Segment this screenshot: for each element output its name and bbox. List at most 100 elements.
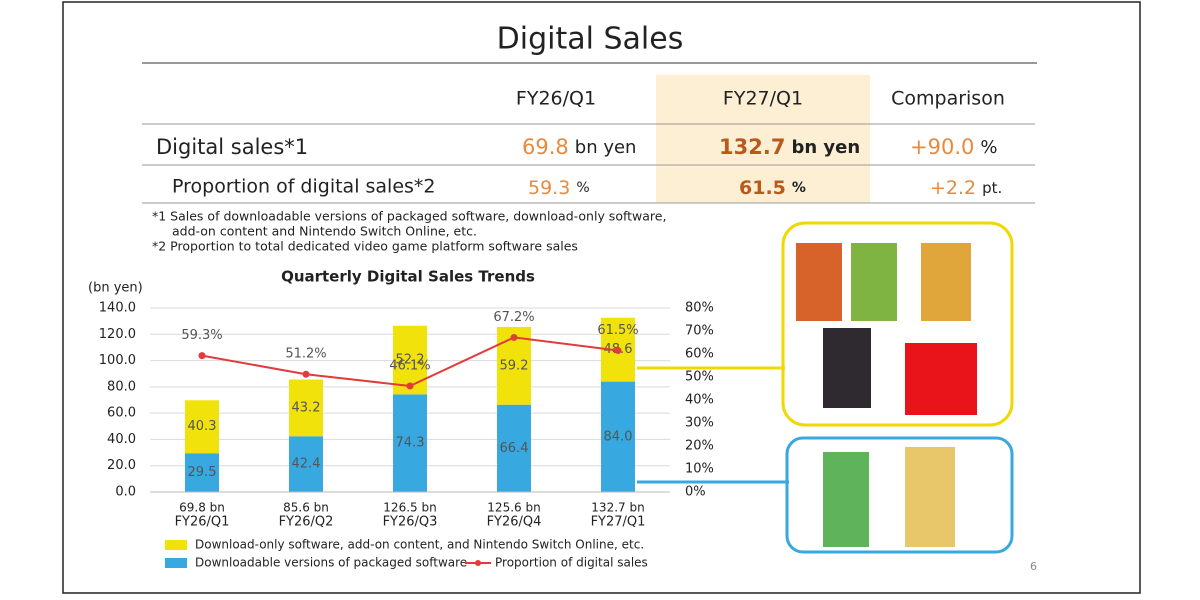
data-label: 40.3 xyxy=(188,419,217,434)
total-label: 126.5 bn xyxy=(383,501,436,515)
line-label: 46.1% xyxy=(389,358,430,373)
legend-label: Download-only software, add-on content, … xyxy=(195,538,644,552)
bar-segment xyxy=(185,400,219,454)
chart-title: Quarterly Digital Sales Trends xyxy=(281,268,535,286)
line-point xyxy=(302,370,310,378)
x-tick-label: FY26/Q4 xyxy=(487,515,542,530)
bar-segment xyxy=(601,381,635,492)
cell-unit: % xyxy=(980,137,997,158)
note: *1 Sales of downloadable versions of pac… xyxy=(152,209,666,224)
cell-value: 59.3 xyxy=(528,177,570,199)
line-label: 61.5% xyxy=(597,323,638,338)
cell-unit: bn yen xyxy=(791,137,860,158)
y-tick-label: 140.0 xyxy=(99,301,136,316)
y2-tick-label: 0% xyxy=(685,485,706,500)
legend-dot xyxy=(475,560,481,566)
cell: 132.7 bn yen xyxy=(719,135,860,159)
line-point xyxy=(510,333,518,341)
cell: 59.3% xyxy=(528,177,590,199)
cell-unit: % xyxy=(576,180,589,196)
line-label: 67.2% xyxy=(493,310,534,325)
cell-unit: % xyxy=(792,180,806,196)
data-label: 29.5 xyxy=(188,465,217,480)
legend-label: Proportion of digital sales xyxy=(495,556,648,570)
y-tick-label: 120.0 xyxy=(99,327,136,342)
page-number: 6 xyxy=(1030,560,1037,573)
cell-unit: pt. xyxy=(982,179,1002,197)
game-box xyxy=(905,447,955,547)
y-tick-label: 80.0 xyxy=(107,379,136,394)
line-label: 51.2% xyxy=(285,347,326,362)
column-header: FY27/Q1 xyxy=(723,88,803,110)
y2-tick-label: 40% xyxy=(685,393,714,408)
bar-segment xyxy=(289,379,323,437)
y-axis-label: (bn yen) xyxy=(88,281,143,296)
y2-tick-label: 20% xyxy=(685,439,714,454)
y-tick-label: 0.0 xyxy=(115,485,136,500)
y2-tick-label: 30% xyxy=(685,416,714,431)
x-tick-label: FY26/Q3 xyxy=(383,515,438,530)
bar-segment xyxy=(393,394,427,492)
row-label: Proportion of digital sales*2 xyxy=(172,176,436,198)
note: *2 Proportion to total dedicated video g… xyxy=(152,239,578,254)
cell-value: +90.0 xyxy=(910,135,974,159)
legend-label: Downloadable versions of packaged softwa… xyxy=(195,556,467,570)
bar-segment xyxy=(289,436,323,492)
line-label: 59.3% xyxy=(181,328,222,343)
y-tick-label: 100.0 xyxy=(99,353,136,368)
total-label: 69.8 bn xyxy=(179,501,225,515)
image-panel xyxy=(781,221,1014,427)
total-label: 132.7 bn xyxy=(591,501,644,515)
game-box xyxy=(851,243,897,321)
cell-value: 61.5 xyxy=(739,177,786,199)
cell: +2.2 pt. xyxy=(930,177,1002,199)
data-label: 84.0 xyxy=(604,429,633,444)
data-label: 43.2 xyxy=(292,400,321,415)
online-card xyxy=(905,343,977,415)
data-label: 59.2 xyxy=(500,358,529,373)
highlight-column xyxy=(656,75,870,203)
data-label: 52.2 xyxy=(396,353,425,368)
game-box xyxy=(823,452,869,547)
legend-swatch xyxy=(165,558,187,568)
line-point xyxy=(406,382,414,390)
title: Digital Sales xyxy=(497,22,684,57)
cell: 61.5% xyxy=(739,177,806,199)
cell-value: 69.8 xyxy=(522,135,569,159)
cell-value: 132.7 xyxy=(719,135,785,159)
y2-tick-label: 10% xyxy=(685,462,714,477)
data-label: 74.3 xyxy=(396,436,425,451)
note: add-on content and Nintendo Switch Onlin… xyxy=(172,224,477,239)
y2-tick-label: 50% xyxy=(685,370,714,385)
image-panel xyxy=(785,436,1014,554)
y-tick-label: 40.0 xyxy=(107,432,136,447)
y2-tick-label: 70% xyxy=(685,324,714,339)
y-tick-label: 20.0 xyxy=(107,458,136,473)
y-tick-label: 60.0 xyxy=(107,406,136,421)
total-label: 125.6 bn xyxy=(487,501,540,515)
cell-value: +2.2 xyxy=(930,177,976,199)
x-tick-label: FY26/Q2 xyxy=(279,515,334,530)
legend-swatch xyxy=(165,540,187,550)
data-label: 42.4 xyxy=(292,457,321,472)
x-tick-label: FY27/Q1 xyxy=(591,515,646,530)
y2-tick-label: 60% xyxy=(685,347,714,362)
cell: +90.0% xyxy=(910,135,997,159)
cell: 69.8 bn yen xyxy=(522,135,636,159)
row-label: Digital sales*1 xyxy=(156,135,308,159)
line-point xyxy=(614,347,622,355)
column-header: Comparison xyxy=(891,88,1005,110)
bar-segment xyxy=(185,453,219,492)
column-header: FY26/Q1 xyxy=(516,88,596,110)
game-box xyxy=(823,328,871,408)
y2-tick-label: 80% xyxy=(685,301,714,316)
game-box xyxy=(796,243,842,321)
cell-unit: bn yen xyxy=(575,137,637,158)
total-label: 85.6 bn xyxy=(283,501,329,515)
line-point xyxy=(198,352,206,360)
x-tick-label: FY26/Q1 xyxy=(175,515,230,530)
data-label: 66.4 xyxy=(500,441,529,456)
bar-segment xyxy=(497,404,531,492)
